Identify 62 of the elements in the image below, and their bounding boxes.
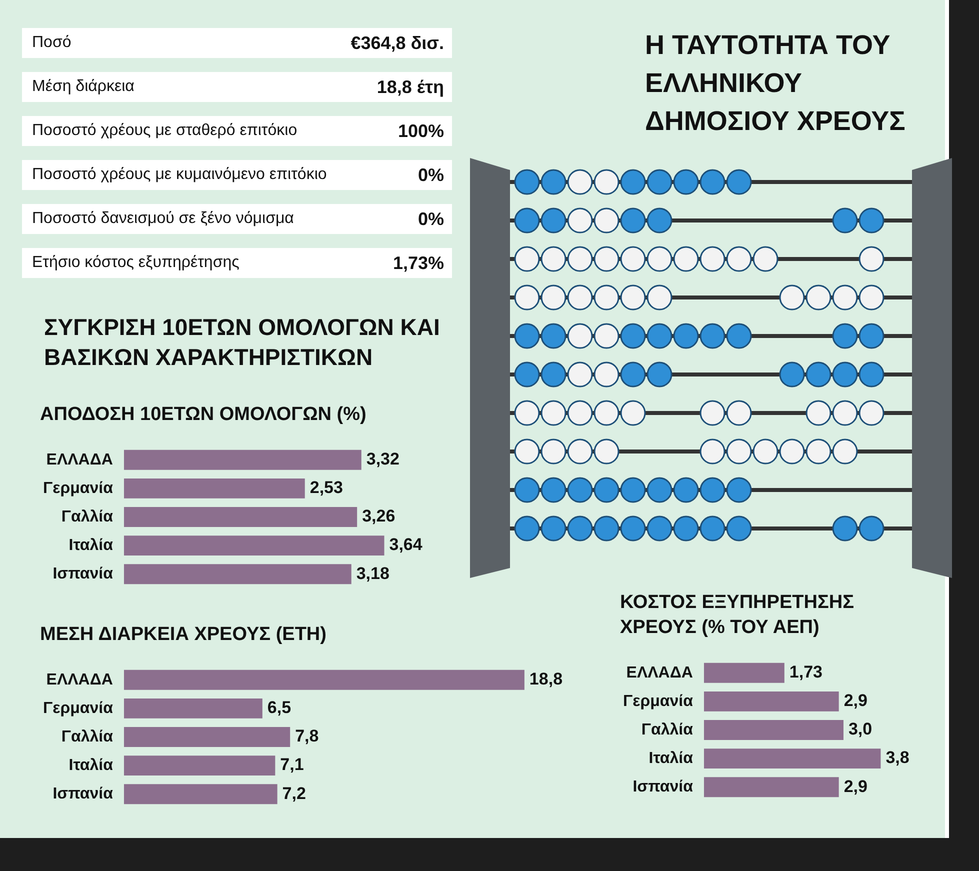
y-tick-label: ΕΛΛΑΔΑ xyxy=(46,451,114,468)
y-tick-label: Γερμανία xyxy=(622,692,694,710)
y-tick-label: Ιταλία xyxy=(68,536,114,554)
data-label: 3,18 xyxy=(356,564,390,583)
bar xyxy=(124,536,384,556)
bar xyxy=(704,748,881,769)
chart-title: ΑΠΟΔΟΣΗ 10ΕΤΩΝ ΟΜΟΛΟΓΩΝ (%) xyxy=(40,403,368,427)
data-label: 3,8 xyxy=(886,748,910,768)
chart-title: ΜΕΣΗ ΔΙΑΡΚΕΙΑ ΧΡΕΟΥΣ (ΕΤΗ) xyxy=(40,623,328,647)
data-label: 7,1 xyxy=(280,755,304,774)
text: Ποσοστό χρέους με κυμαινόμενο επιτόκιο xyxy=(32,166,327,184)
bar xyxy=(124,727,290,747)
data-label: 2,9 xyxy=(844,691,868,710)
y-tick-label: Ιταλία xyxy=(68,756,114,774)
data-label: 3,26 xyxy=(362,506,396,526)
data-label: 3,0 xyxy=(848,720,872,739)
text: 100% xyxy=(398,120,444,142)
y-tick-label: Γερμανία xyxy=(42,480,114,497)
text: Η ΤΑΥΤΟΤΗΤΑ ΤΟΥ ΕΛΛΗΝΙΚΟΥ ΔΗΜΟΣΙΟΥ ΧΡΕΟΥΣ xyxy=(645,29,906,138)
text: €364,8 δισ. xyxy=(350,32,444,54)
y-tick-label: Ισπανία xyxy=(52,786,114,803)
y-tick-label: Γαλλία xyxy=(61,508,114,526)
y-tick-label: ΕΛΛΑΔΑ xyxy=(46,671,114,688)
data-label: 2,53 xyxy=(310,478,343,498)
y-tick-label: Ισπανία xyxy=(632,778,694,796)
text: 18,8 έτη xyxy=(376,76,444,98)
bar xyxy=(704,720,844,740)
y-tick-label: Ισπανία xyxy=(52,566,114,583)
text: Ποσό xyxy=(32,34,72,52)
bar xyxy=(124,784,278,804)
bar xyxy=(704,691,839,712)
bar xyxy=(124,564,352,584)
y-tick-label: Ιταλία xyxy=(648,750,694,767)
chart-title: ΚΟΣΤΟΣ ΕΞΥΠΗΡΕΤΗΣΗΣ ΧΡΕΟΥΣ (% ΤΟΥ ΑΕΠ) xyxy=(620,591,855,640)
text: Ποσοστό δανεισμού σε ξένο νόμισμα xyxy=(32,210,294,228)
y-tick-label: Γαλλία xyxy=(641,721,694,738)
data-label: 1,73 xyxy=(789,662,822,682)
bar xyxy=(124,450,362,470)
bar xyxy=(124,698,262,718)
data-label: 18,8 xyxy=(529,670,563,689)
y-tick-label: Γερμανία xyxy=(42,700,114,717)
data-label: 3,32 xyxy=(366,450,400,469)
bar xyxy=(704,662,784,683)
data-label: 7,8 xyxy=(295,726,319,746)
text: 0% xyxy=(418,164,444,186)
text: ΣΥΓΚΡΙΣΗ 10ΕΤΩΝ ΟΜΟΛΟΓΩΝ ΚΑΙ ΒΑΣΙΚΩΝ ΧΑΡΑΚΤΗΡΙΣΤΙΚΩΝ xyxy=(44,313,441,372)
data-label: 2,9 xyxy=(844,776,868,796)
data-label: 6,5 xyxy=(267,698,292,718)
data-label: 3,64 xyxy=(389,535,423,554)
text: Ποσοστό χρέους με σταθερό επιτόκιο xyxy=(32,122,298,140)
bar xyxy=(124,478,305,498)
bar xyxy=(704,777,839,798)
y-tick-label: ΕΛΛΑΔΑ xyxy=(626,664,694,682)
text: Μέση διάρκεια xyxy=(32,78,134,96)
text: 0% xyxy=(418,208,444,230)
bar xyxy=(124,507,358,527)
bar xyxy=(124,756,276,776)
text: Ετήσιο κόστος εξυπηρέτησης xyxy=(32,254,240,272)
bar xyxy=(124,670,524,690)
data-label: 7,2 xyxy=(282,784,306,803)
y-tick-label: Γαλλία xyxy=(61,728,114,746)
text: 1,73% xyxy=(392,252,444,274)
